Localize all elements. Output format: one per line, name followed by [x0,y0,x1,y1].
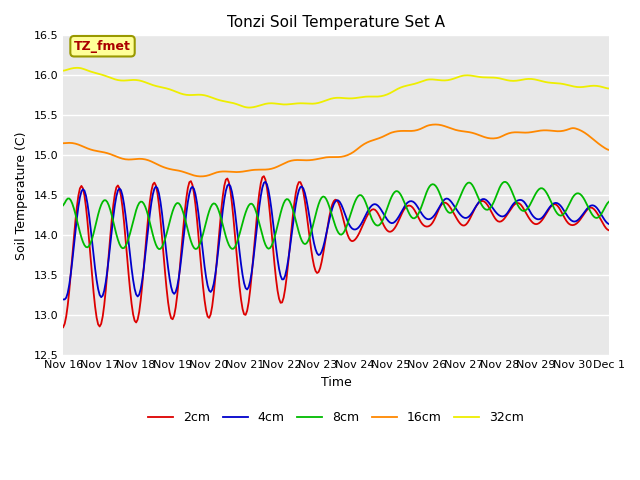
4cm [300,186,307,192]
8cm [502,179,509,185]
16cm [605,147,613,153]
16cm [242,168,250,174]
2cm [126,287,134,293]
4cm [262,179,269,185]
8cm [223,239,231,244]
2cm [240,312,248,317]
Line: 4cm: 4cm [63,182,609,300]
2cm [222,177,230,182]
32cm [223,99,231,105]
4cm [250,258,257,264]
4cm [576,215,584,221]
8cm [251,205,259,211]
Text: TZ_fmet: TZ_fmet [74,40,131,53]
2cm [250,255,257,261]
8cm [578,192,586,198]
16cm [223,168,231,174]
Line: 2cm: 2cm [63,176,609,327]
32cm [242,104,250,110]
32cm [73,65,81,71]
4cm [60,297,67,302]
16cm [300,157,307,163]
16cm [198,173,205,179]
4cm [605,221,613,227]
8cm [60,203,67,208]
32cm [605,85,613,91]
2cm [260,173,268,179]
X-axis label: Time: Time [321,376,351,389]
Title: Tonzi Soil Temperature Set A: Tonzi Soil Temperature Set A [227,15,445,30]
Line: 32cm: 32cm [63,68,609,108]
32cm [60,68,67,73]
Line: 8cm: 8cm [63,182,609,249]
Y-axis label: Soil Temperature (C): Soil Temperature (C) [15,131,28,260]
4cm [240,280,248,286]
32cm [252,104,260,109]
8cm [300,240,307,246]
32cm [128,77,136,83]
2cm [605,228,613,233]
Line: 16cm: 16cm [63,124,609,176]
16cm [251,167,259,173]
32cm [301,100,308,106]
8cm [605,199,613,204]
4cm [222,188,230,193]
4cm [126,252,134,258]
2cm [300,190,307,195]
16cm [578,128,586,134]
8cm [155,246,163,252]
16cm [432,121,440,127]
8cm [242,210,250,216]
32cm [245,105,253,110]
16cm [60,140,67,146]
2cm [60,324,67,330]
8cm [126,230,134,236]
32cm [578,84,586,90]
2cm [576,217,584,223]
16cm [126,156,134,162]
Legend: 2cm, 4cm, 8cm, 16cm, 32cm: 2cm, 4cm, 8cm, 16cm, 32cm [143,406,529,429]
